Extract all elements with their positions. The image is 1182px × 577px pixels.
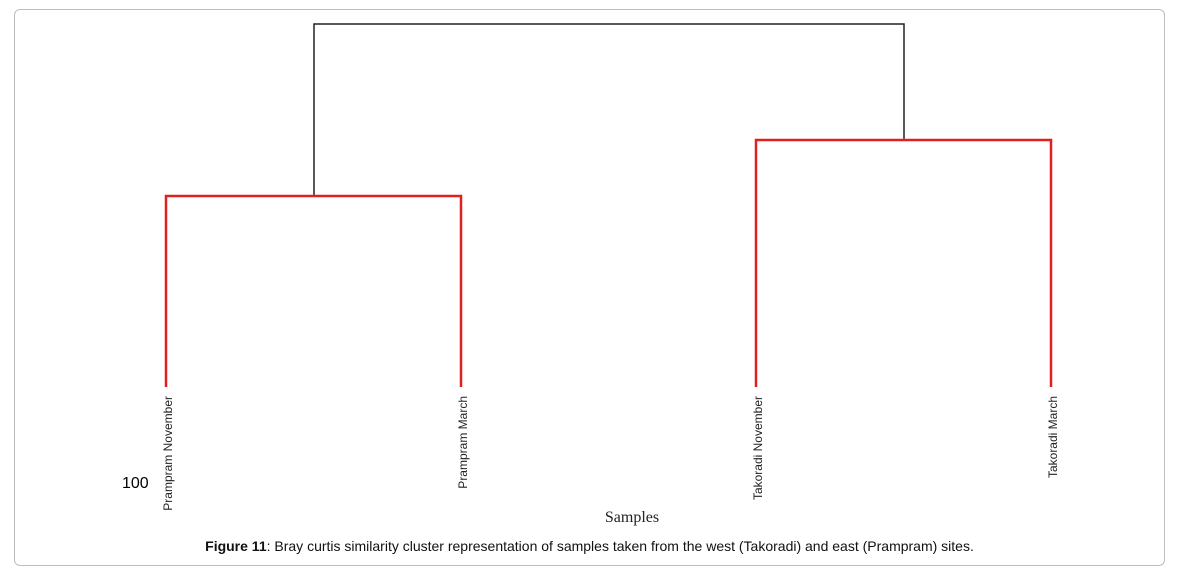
leaf-label-prampram-november: Prampram November	[161, 396, 175, 511]
caption-label: Figure 11	[205, 538, 267, 554]
scale-label: 100	[122, 475, 149, 492]
figure-frame	[14, 9, 1165, 566]
figure-caption: Figure 11: Bray curtis similarity cluste…	[14, 538, 1165, 554]
leaf-label-prampram-march: Prampram March	[456, 396, 470, 489]
caption-text: : Bray curtis similarity cluster represe…	[266, 538, 974, 554]
leaf-label-takoradi-march: Takoradi March	[1046, 396, 1060, 478]
prampram-cluster-link	[164, 194, 463, 387]
leaf-label-takoradi-november: Takoradi November	[751, 396, 765, 500]
axis-title: Samples	[605, 509, 659, 526]
root-link	[313, 23, 905, 196]
takoradi-cluster-link	[754, 138, 1053, 387]
